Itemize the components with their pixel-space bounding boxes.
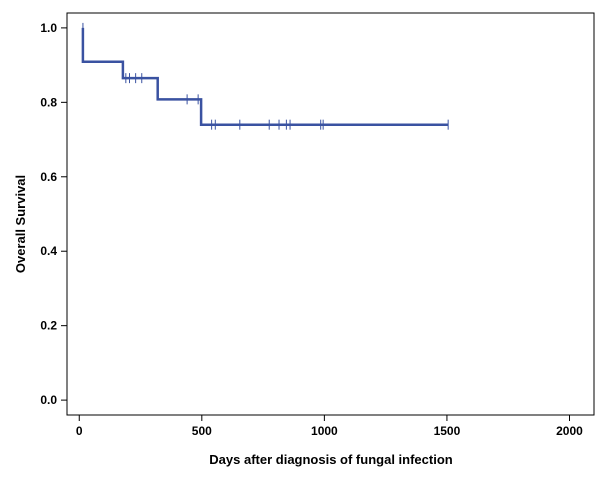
x-tick-label: 500 — [192, 424, 212, 438]
y-tick-label: 0.4 — [40, 244, 57, 258]
y-tick-label: 0.6 — [40, 170, 57, 184]
y-tick-label: 0.0 — [40, 393, 57, 407]
y-axis-label: Overall Survival — [13, 175, 28, 273]
y-tick-label: 1.0 — [40, 21, 57, 35]
y-tick-label: 0.2 — [40, 319, 57, 333]
x-tick-label: 1000 — [311, 424, 338, 438]
plot-area — [66, 12, 595, 416]
y-tick-label: 0.8 — [40, 95, 57, 109]
survival-step-line — [81, 27, 449, 126]
x-axis-label: Days after diagnosis of fungal infection — [209, 452, 452, 467]
series-group — [81, 22, 449, 130]
x-tick-label: 2000 — [556, 424, 583, 438]
axis-ticks: 0 500 1000 1500 2000 0.0 0.2 0.4 0.6 0.8 1.0 — [40, 21, 583, 438]
x-tick-label: 1500 — [434, 424, 461, 438]
x-tick-label: 0 — [76, 424, 83, 438]
